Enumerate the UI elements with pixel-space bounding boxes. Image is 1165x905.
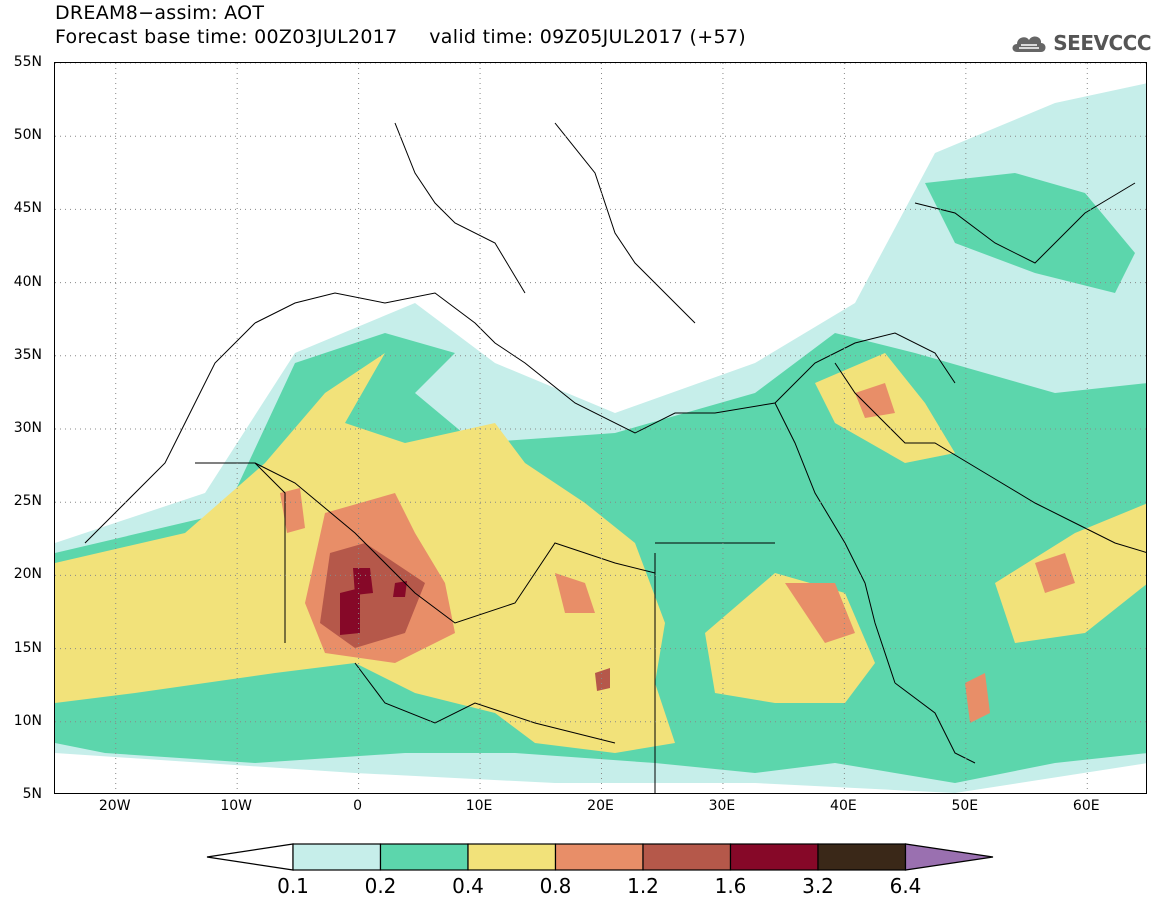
lat-tick-label: 25N: [13, 493, 42, 510]
lat-tick-label: 50N: [13, 127, 42, 144]
colorbar-over-triangle: [904, 843, 994, 871]
colorbar-threshold-label: 0.1: [277, 874, 309, 898]
lon-tick-label: 40E: [830, 798, 857, 814]
lon-tick-label: 60E: [1072, 798, 1100, 814]
colorbar-threshold-label: 3.2: [802, 874, 834, 898]
logo-text: SEEVCCC: [1053, 31, 1151, 55]
map-panel: [54, 62, 1147, 794]
lon-tick-label: 50E: [951, 798, 979, 814]
lat-tick-label: 5N: [22, 786, 42, 802]
lat-tick-label: 15N: [13, 639, 42, 656]
colorbar-segment: [554, 843, 644, 871]
lat-tick-label: 55N: [13, 54, 42, 70]
aot-colorbar: [206, 843, 994, 871]
cloud-icon: [1012, 36, 1046, 52]
colorbar-segment: [467, 843, 557, 871]
lon-tick-label: 30E: [708, 798, 736, 814]
colorbar-threshold-label: 6.4: [889, 874, 922, 898]
chart-title: DREAM8−assim: AOT: [55, 2, 265, 24]
lon-tick-label: 10E: [465, 798, 493, 814]
colorbar-threshold-label: 0.2: [364, 874, 397, 898]
lon-tick-label: 0: [353, 798, 363, 814]
colorbar-segment: [642, 843, 732, 871]
seevccc-logo: SEEVCCC: [1009, 28, 1151, 58]
colorbar-segment: [379, 843, 469, 871]
colorbar-threshold-label: 1.6: [714, 874, 747, 898]
colorbar-segment: [292, 843, 382, 871]
colorbar-threshold-label: 0.4: [452, 874, 484, 898]
lat-tick-label: 20N: [13, 566, 42, 583]
lat-tick-label: 40N: [13, 273, 42, 290]
lon-tick-label: 10W: [220, 798, 252, 814]
coastlines: [84, 122, 1146, 793]
lat-tick-label: 45N: [13, 200, 42, 217]
lon-tick-label: 20E: [587, 798, 614, 814]
lat-tick-label: 30N: [13, 420, 42, 436]
gridlines: [55, 63, 1146, 793]
colorbar-segment: [729, 843, 819, 871]
lat-tick-label: 10N: [13, 712, 42, 729]
aot-map: [55, 63, 1146, 793]
forecast-time-subtitle: Forecast base time: 00Z03JUL2017 valid t…: [55, 26, 746, 48]
lon-tick-label: 20W: [98, 798, 131, 814]
colorbar-threshold-label: 1.2: [627, 874, 659, 898]
aot-band-1.6: [340, 568, 407, 635]
colorbar-segment: [817, 843, 907, 871]
colorbar-under-triangle: [206, 843, 294, 871]
lat-tick-label: 35N: [13, 346, 42, 363]
colorbar-threshold-label: 0.8: [539, 874, 572, 898]
